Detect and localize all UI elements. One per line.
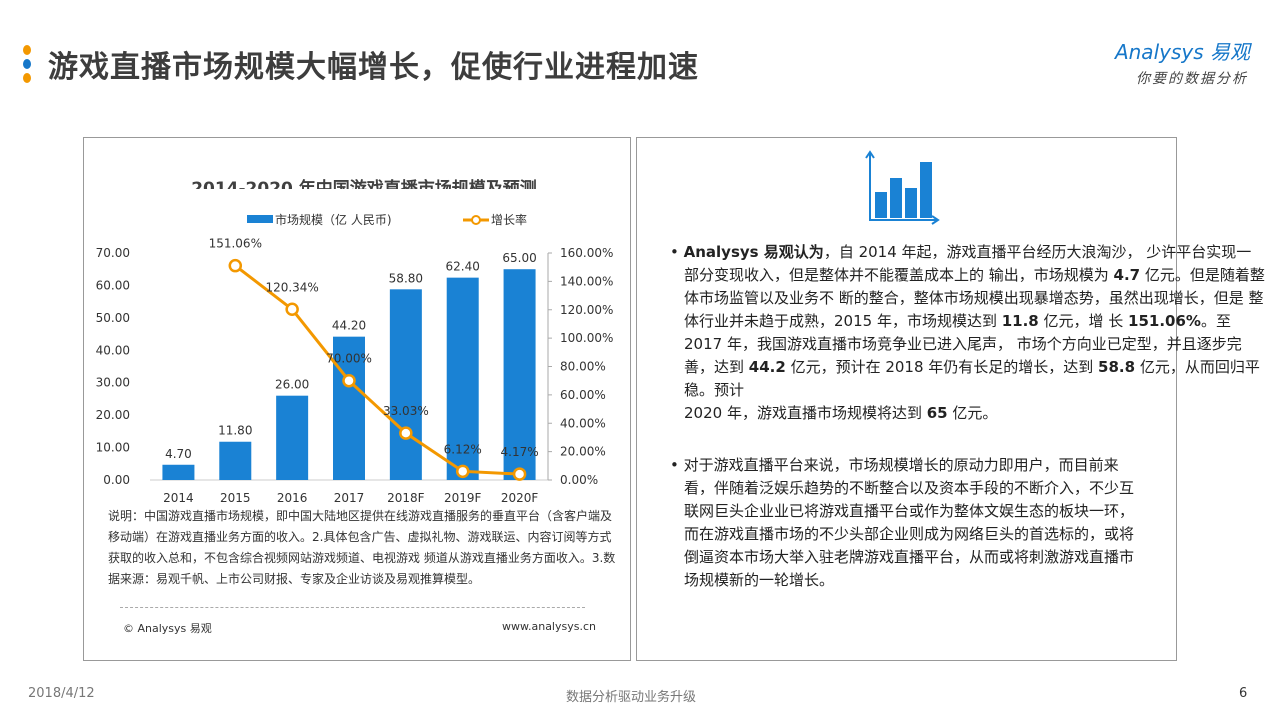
growth-value-label: 33.03% bbox=[383, 404, 429, 418]
bar-value-label: 44.20 bbox=[332, 319, 366, 333]
analysis-paragraph-1: • Analysys 易观认为，自 2014 年起，游戏直播平台经历大浪淘沙， … bbox=[670, 243, 1265, 422]
analysis-paragraph-2: • 对于游戏直播平台来说，市场规模增长的原动力即用户，而目前来看，伴随着泛娱乐趋… bbox=[670, 456, 1135, 589]
growth-rate-line bbox=[234, 264, 520, 476]
page-title: 游戏直播市场规模大幅增长，促使行业进程加速 bbox=[48, 50, 699, 85]
x-tick-label: 2020F bbox=[501, 491, 539, 505]
x-tick-label: 2017 bbox=[334, 491, 365, 505]
y-tick-label: 10.00 bbox=[96, 441, 130, 455]
y2-tick-label: 80.00% bbox=[560, 360, 606, 374]
analysys-logo: Analysys 易观 bbox=[1114, 40, 1250, 64]
text: 。至 2017 年，我国游戏直播市场竞争业已进入尾声， 市场个方向业已定型，并且… bbox=[684, 312, 1242, 376]
bar-2014 bbox=[162, 464, 195, 480]
page-number: 6 bbox=[1239, 686, 1248, 701]
x-tick-label: 2019F bbox=[444, 491, 482, 505]
growth-value-label: 120.34% bbox=[265, 280, 318, 294]
bar-2020F bbox=[503, 269, 536, 480]
analysis-lead: Analysys 易观认为 bbox=[683, 243, 824, 261]
growth-value-label: 151.06% bbox=[209, 237, 262, 251]
y2-tick-label: 60.00% bbox=[560, 388, 606, 402]
bar-value-label: 4.70 bbox=[165, 447, 192, 461]
value: 65 bbox=[926, 404, 948, 422]
y2-tick-label: 40.00% bbox=[560, 416, 606, 430]
y2-tick-label: 120.00% bbox=[560, 303, 613, 317]
bar-value-label: 62.40 bbox=[446, 260, 480, 274]
growth-value-label: 4.17% bbox=[501, 445, 539, 459]
footer-slogan: 数据分析驱动业务升级 bbox=[566, 690, 697, 705]
bar-value-label: 65.00 bbox=[502, 251, 536, 265]
text: 亿元，从而回归平稳。预计 bbox=[684, 358, 1260, 399]
bar-chart-icon bbox=[865, 150, 940, 225]
y-tick-label: 70.00 bbox=[96, 246, 130, 260]
text: 亿元，增 长 bbox=[1038, 312, 1129, 330]
text: 亿元，预计在 2018 年仍有长足的增长，达到 bbox=[785, 358, 1099, 376]
title-bullet-dot bbox=[23, 45, 31, 55]
growth-point-2016 bbox=[285, 302, 299, 317]
legend-bar-label: 市场规模（亿 人民币) bbox=[275, 212, 392, 227]
chart-url: www.analysys.cn bbox=[502, 620, 596, 633]
growth-point-2020F bbox=[512, 467, 527, 481]
value: 44.2 bbox=[748, 358, 786, 376]
x-tick-label: 2015 bbox=[220, 491, 251, 505]
y-tick-label: 20.00 bbox=[96, 408, 130, 422]
title-bullet-dot bbox=[23, 73, 31, 83]
text: 亿元。但是随着整体市场监管以及业务不 断的整合，整体市场规模出现暴增态势，虽然出… bbox=[684, 266, 1265, 330]
value: 4.7 bbox=[1113, 266, 1141, 284]
y2-tick-label: 160.00% bbox=[560, 246, 613, 260]
footer-date: 2018/4/12 bbox=[28, 686, 95, 701]
bar-value-label: 26.00 bbox=[275, 378, 309, 392]
text: ，自 2014 年起，游戏直播平台经历大浪淘沙， 少许平台实现一部分变现收入，但… bbox=[684, 243, 1252, 284]
title-bullet-dot bbox=[23, 59, 31, 69]
x-tick-label: 2018F bbox=[387, 491, 425, 505]
growth-point-2019F bbox=[455, 464, 470, 479]
text: 对于游戏直播平台来说，市场规模增长的原动力即用户，而目前来看，伴随着泛娱乐趋势的… bbox=[683, 456, 1135, 589]
y-tick-label: 30.00 bbox=[96, 376, 130, 390]
bar-2019F bbox=[446, 277, 479, 480]
growth-point-2015 bbox=[228, 258, 243, 273]
y2-tick-label: 140.00% bbox=[560, 274, 613, 288]
bar-2018F bbox=[389, 289, 422, 480]
analysis-panel bbox=[636, 137, 1177, 661]
chart-copyright: © Analysys 易观 bbox=[123, 622, 212, 635]
x-tick-label: 2016 bbox=[277, 491, 308, 505]
legend-line-label: 增长率 bbox=[491, 212, 527, 227]
value: 58.8 bbox=[1098, 358, 1136, 376]
y-tick-label: 0.00 bbox=[103, 473, 130, 487]
bar-2015 bbox=[219, 441, 252, 480]
growth-value-label: 70.00% bbox=[326, 352, 372, 366]
value: 11.8 bbox=[1001, 312, 1039, 330]
y2-tick-label: 100.00% bbox=[560, 331, 613, 345]
y2-tick-label: 0.00% bbox=[560, 473, 598, 487]
growth-point-2017 bbox=[342, 373, 356, 388]
bar-2017 bbox=[333, 336, 365, 480]
text: 亿元。 bbox=[947, 404, 998, 422]
logo-slogan: 你要的数据分析 bbox=[1136, 71, 1248, 87]
y-tick-label: 60.00 bbox=[96, 278, 130, 292]
growth-point-2018F bbox=[399, 426, 413, 440]
growth-value-label: 6.12% bbox=[444, 442, 482, 456]
bar-value-label: 58.80 bbox=[389, 271, 423, 285]
bar-2016 bbox=[276, 395, 309, 480]
bar-value-label: 11.80 bbox=[218, 424, 252, 438]
x-tick-label: 2014 bbox=[163, 491, 194, 505]
value: 151.06% bbox=[1128, 312, 1201, 330]
y2-tick-label: 20.00% bbox=[560, 445, 606, 459]
y-tick-label: 50.00 bbox=[96, 311, 130, 325]
text: 2020 年，游戏直播市场规模将达到 bbox=[684, 404, 927, 422]
legend-bar-swatch bbox=[247, 215, 273, 223]
divider bbox=[120, 607, 585, 608]
y-tick-label: 40.00 bbox=[96, 343, 130, 357]
legend-line-marker bbox=[471, 215, 481, 225]
chart-note: 说明：中国游戏直播市场规模，即中国大陆地区提供在线游戏直播服务的垂直平台（含客户… bbox=[108, 509, 616, 586]
